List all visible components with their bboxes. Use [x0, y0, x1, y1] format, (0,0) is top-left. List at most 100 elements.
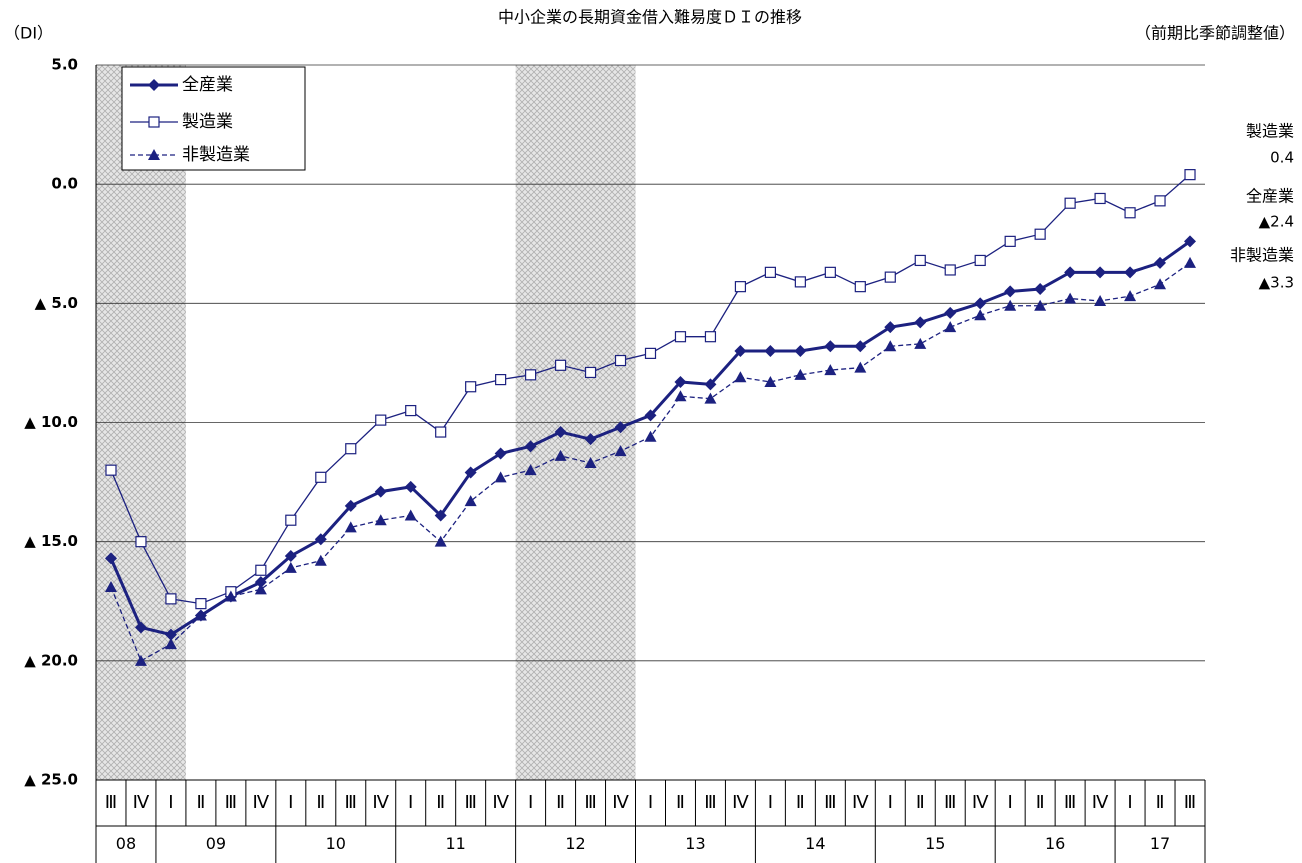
x-tick-label: Ⅰ	[528, 792, 533, 813]
marker	[824, 340, 837, 353]
x-group-label: 08	[116, 834, 136, 853]
end-label-name: 製造業	[1246, 122, 1294, 141]
marker	[734, 371, 747, 383]
x-tick-label: Ⅰ	[168, 792, 173, 813]
marker	[1064, 197, 1076, 209]
x-tick-label: Ⅳ	[372, 792, 389, 813]
marker	[884, 321, 897, 334]
x-tick-label: Ⅳ	[492, 792, 509, 813]
y-tick-label: 0.0	[51, 175, 78, 193]
marker	[345, 443, 357, 455]
marker	[704, 331, 717, 343]
marker	[614, 421, 627, 434]
marker	[884, 271, 896, 283]
x-group-label: 16	[1045, 834, 1065, 853]
marker	[344, 499, 357, 512]
marker	[284, 549, 297, 562]
x-tick-label: Ⅱ	[316, 792, 325, 813]
marker	[524, 464, 537, 476]
marker	[944, 321, 957, 333]
marker	[1094, 294, 1107, 306]
x-tick-label: Ⅰ	[768, 792, 773, 813]
x-group-label: 09	[206, 834, 226, 853]
x-tick-label: Ⅲ	[1184, 792, 1196, 813]
x-tick-label: Ⅱ	[556, 792, 565, 813]
x-tick-label: Ⅰ	[888, 792, 893, 813]
marker	[794, 276, 806, 288]
marker	[314, 554, 327, 566]
marker	[195, 598, 207, 610]
marker	[944, 306, 957, 319]
marker	[434, 535, 447, 547]
x-tick-label: Ⅱ	[1156, 792, 1165, 813]
marker	[495, 374, 507, 386]
marker	[224, 590, 237, 602]
x-tick-label: Ⅲ	[464, 792, 476, 813]
x-tick-label: Ⅲ	[944, 792, 956, 813]
marker	[148, 116, 160, 128]
x-tick-label: Ⅱ	[676, 792, 685, 813]
marker	[914, 316, 927, 329]
x-tick-label: Ⅰ	[648, 792, 653, 813]
marker	[974, 309, 987, 321]
x-tick-label: Ⅲ	[225, 792, 237, 813]
marker	[465, 381, 477, 393]
marker	[1184, 235, 1197, 248]
x-tick-label: Ⅳ	[852, 792, 869, 813]
marker	[824, 266, 836, 278]
y-axis-label: （DI）	[4, 24, 53, 43]
subtitle: （前期比季節調整値）	[1135, 24, 1295, 43]
end-label-name: 非製造業	[1230, 246, 1294, 265]
marker	[734, 345, 747, 357]
x-tick-label: Ⅰ	[1127, 792, 1132, 813]
marker	[148, 149, 160, 160]
end-label-value: ▲2.4	[1259, 213, 1294, 231]
y-tick-label: ▲ 25.0	[24, 771, 78, 789]
marker	[1064, 292, 1077, 304]
marker	[165, 593, 177, 605]
x-tick-label: Ⅳ	[253, 792, 270, 813]
x-tick-label: Ⅱ	[796, 792, 805, 813]
marker	[584, 366, 597, 379]
marker	[104, 552, 117, 565]
marker	[734, 281, 747, 293]
marker	[554, 426, 567, 439]
marker	[854, 361, 867, 373]
x-tick-label: Ⅱ	[436, 792, 445, 813]
marker	[405, 404, 417, 417]
marker	[914, 337, 927, 349]
marker	[674, 390, 687, 402]
x-tick-label: Ⅲ	[704, 792, 716, 813]
x-tick-label: Ⅰ	[288, 792, 293, 813]
y-tick-label: ▲ 20.0	[24, 651, 78, 669]
marker	[1184, 256, 1197, 268]
marker	[794, 345, 807, 357]
marker	[135, 536, 147, 548]
marker	[494, 447, 507, 460]
marker	[164, 628, 177, 641]
y-tick-label: ▲ 10.0	[24, 413, 78, 431]
legend-label: 製造業	[182, 112, 233, 132]
end-label-value: ▲3.3	[1259, 274, 1294, 292]
marker	[614, 354, 627, 367]
marker	[1154, 256, 1167, 269]
y-tick-label: ▲ 5.0	[35, 294, 78, 312]
end-label-value: 0.4	[1270, 149, 1294, 167]
marker	[1034, 299, 1047, 311]
x-tick-label: Ⅱ	[916, 792, 925, 813]
x-group-label: 15	[925, 834, 945, 853]
marker	[255, 564, 267, 576]
marker	[254, 583, 267, 595]
marker	[884, 340, 897, 352]
x-tick-label: Ⅱ	[196, 792, 205, 813]
legend-label: 全産業	[182, 75, 233, 95]
marker	[1124, 290, 1137, 302]
marker	[674, 375, 687, 388]
x-tick-label: Ⅳ	[133, 792, 150, 813]
marker	[824, 364, 837, 376]
marker	[554, 359, 567, 371]
marker	[974, 254, 986, 267]
marker	[374, 485, 387, 498]
